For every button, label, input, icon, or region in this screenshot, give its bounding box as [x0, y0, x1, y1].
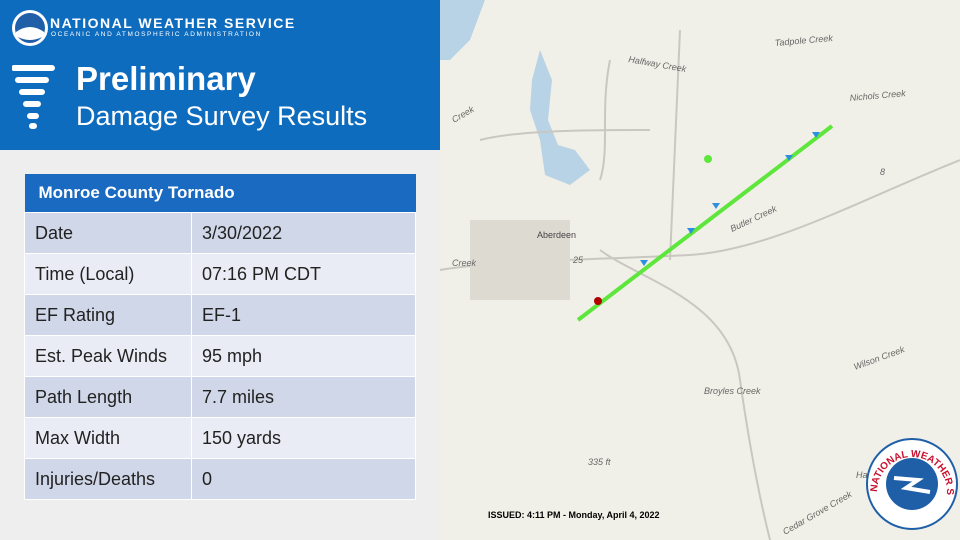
org-sub: OCEANIC AND ATMOSPHERIC ADMINISTRATION	[51, 31, 262, 38]
subtitle: Damage Survey Results	[76, 101, 368, 131]
map-label: Ha	[856, 470, 868, 480]
map-label: 335 ft	[588, 457, 611, 467]
noaa-logo	[12, 10, 48, 46]
table-row: Max Width 150 yards	[24, 417, 416, 459]
value-cell: 150 yards	[191, 417, 416, 459]
map-label: Creek	[452, 258, 477, 268]
map-label: Aberdeen	[537, 230, 576, 240]
map-label: 8	[880, 167, 885, 177]
table-row: Date 3/30/2022	[24, 212, 416, 254]
map-label: Nichols Creek	[849, 88, 906, 103]
value-cell: EF-1	[191, 294, 416, 336]
survey-table: Monroe County Tornado Date 3/30/2022 Time …	[24, 174, 416, 500]
label-cell: Time (Local)	[24, 253, 192, 295]
value-cell: 0	[191, 458, 416, 500]
label-cell: Injuries/Deaths	[24, 458, 192, 500]
issued: ISSUED: 4:11 PM - Monday, April 4, 2022	[488, 510, 660, 520]
value-cell: 07:16 PM CDT	[191, 253, 416, 295]
label-cell: Est. Peak Winds	[24, 335, 192, 377]
nws-logo: NATIONAL WEATHER SERVICE	[866, 438, 958, 530]
title: Preliminary	[76, 60, 256, 97]
value-cell: 3/30/2022	[191, 212, 416, 254]
map-label: 25	[572, 255, 584, 265]
map-label: Broyles Creek	[704, 386, 761, 396]
table-row: Time (Local) 07:16 PM CDT	[24, 253, 416, 295]
header: NATIONAL WEATHER SERVICE OCEANIC AND ATM…	[0, 0, 440, 150]
table-row: Injuries/Deaths 0	[24, 458, 416, 500]
label-cell: Date	[24, 212, 192, 254]
value-cell: 95 mph	[191, 335, 416, 377]
table-row: EF Rating EF-1	[24, 294, 416, 336]
tornado-icon	[12, 65, 55, 129]
table-row: Path Length 7.7 miles	[24, 376, 416, 418]
org-name: NATIONAL WEATHER SERVICE	[50, 15, 296, 31]
value-cell: 7.7 miles	[191, 376, 416, 418]
label-cell: Max Width	[24, 417, 192, 459]
label-cell: Path Length	[24, 376, 192, 418]
table-row: Est. Peak Winds 95 mph	[24, 335, 416, 377]
table-title: Monroe County Tornado	[24, 174, 416, 213]
label-cell: EF Rating	[24, 294, 192, 336]
